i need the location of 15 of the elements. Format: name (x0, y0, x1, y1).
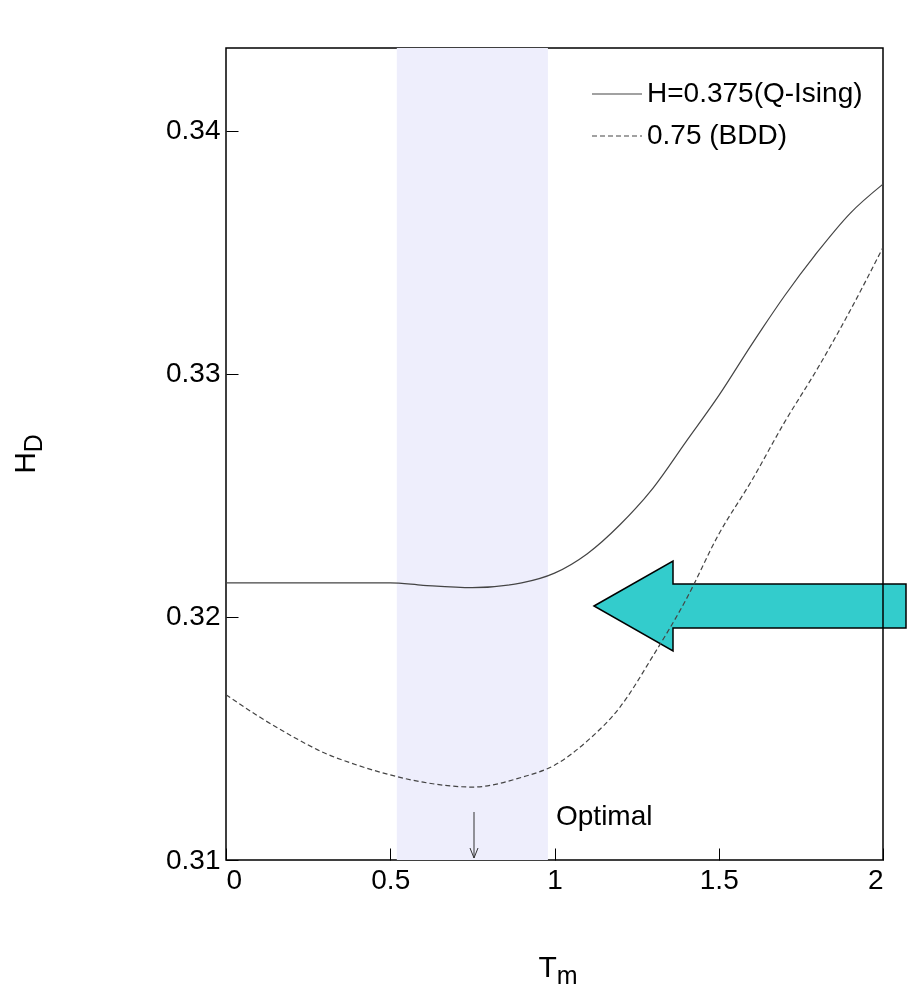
x-tick-label: 2 (867, 863, 884, 895)
legend-label: H=0.375(Q-Ising) (647, 77, 863, 108)
x-tick-label: 1.5 (699, 863, 739, 895)
y-tick-label: 0.33 (166, 357, 221, 389)
x-tick-label: 0 (226, 863, 243, 895)
annotation: Optimal (556, 800, 653, 832)
y-tick-label: 0.34 (166, 114, 221, 146)
line-series (225, 246, 884, 788)
legend-label: 0.75 (BDD) (647, 119, 788, 150)
x-axis-title: T$_{m}$ (538, 950, 578, 990)
y-tick-label: 0.32 (166, 600, 221, 632)
x-tick-label: 1 (547, 863, 563, 895)
y-tick-label: 0.31 (166, 843, 221, 875)
line-series (225, 183, 884, 589)
x-tick-label: 0.5 (371, 863, 411, 895)
